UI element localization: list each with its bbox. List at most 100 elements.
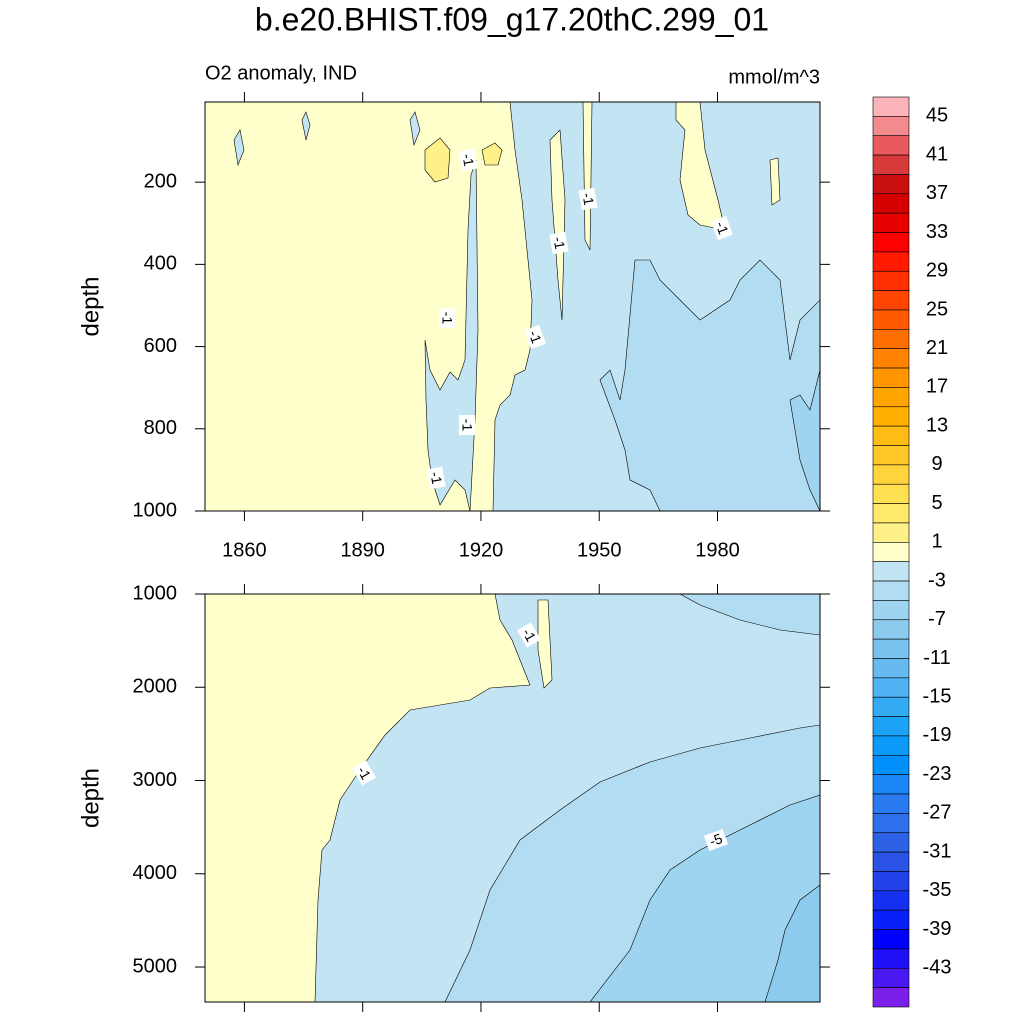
colorbar-label: -35 — [923, 879, 952, 901]
y-axis-label: depth — [77, 276, 104, 336]
y-tick-label: 200 — [144, 170, 177, 192]
contour-label-bg — [352, 760, 376, 786]
contour-fill — [424, 137, 451, 183]
colorbar-box — [872, 251, 910, 272]
colorbar-box — [872, 793, 910, 814]
contour-label: -1 — [458, 148, 478, 172]
y-axis-label: depth — [77, 768, 104, 828]
contour-label: -1 — [578, 187, 598, 211]
contour-fill — [675, 102, 726, 231]
colorbar-box — [872, 600, 910, 621]
colorbar-box — [872, 638, 910, 659]
colorbar-box — [872, 212, 910, 233]
colorbar-box — [872, 290, 910, 311]
colorbar-box — [872, 387, 910, 408]
colorbar-label: 41 — [926, 143, 948, 165]
contour-fill — [549, 129, 566, 321]
contour-label-bg — [426, 466, 446, 490]
contour-label-text: -1 — [526, 328, 545, 345]
contour-label: -5 — [703, 829, 729, 851]
contour-label: -1 — [524, 324, 546, 350]
colorbar-box — [872, 754, 910, 775]
contour-label-bg — [578, 187, 598, 211]
colorbar-label: -23 — [923, 763, 952, 785]
colorbar-box — [872, 329, 910, 350]
frame — [204, 593, 821, 1003]
contour-label-bg — [459, 415, 475, 435]
y-tick-label: 3000 — [133, 769, 178, 791]
contour-fill — [764, 884, 820, 1002]
contour-label: -1 — [426, 466, 446, 490]
colorbar-label: -15 — [923, 685, 952, 707]
colorbar-box — [872, 483, 910, 504]
colorbar-label: 17 — [926, 376, 948, 398]
colorbar-label: -3 — [928, 569, 946, 591]
contour-label: -1 — [459, 415, 475, 435]
colorbar-label: 9 — [931, 453, 942, 475]
plot-area: -1 -1 -1 -1 -1 -1 -1 -1 — [205, 102, 820, 511]
colorbar-box — [872, 522, 910, 543]
colorbar-label: 5 — [931, 492, 942, 514]
contour-label-text: -1 — [427, 470, 445, 485]
contour-label-text: -5 — [707, 830, 724, 849]
colorbar-box — [872, 348, 910, 369]
colorbar-label: 13 — [926, 414, 948, 436]
colorbar-box — [872, 677, 910, 698]
colorbar-box — [872, 774, 910, 795]
colorbar-box — [872, 561, 910, 582]
colorbar-box — [872, 696, 910, 717]
contour-fill — [589, 794, 820, 1002]
colorbar-box — [872, 135, 910, 156]
contour-label-bg — [711, 215, 733, 241]
colorbar-box — [872, 542, 910, 562]
colorbar-box — [872, 232, 910, 253]
contour-fill — [233, 129, 245, 167]
contour-fill — [301, 111, 311, 141]
colorbar-label: -43 — [923, 957, 952, 979]
colorbar-box — [872, 890, 910, 911]
colorbar-label: -7 — [928, 608, 946, 630]
y-tick-label: 1000 — [133, 582, 178, 604]
colorbar-box — [872, 174, 910, 195]
contour-label-bg — [458, 148, 478, 172]
x-tick-label: 1890 — [340, 539, 385, 561]
contour-label-text: -1 — [459, 419, 475, 432]
contour-label-text: -1 — [439, 312, 455, 325]
colorbar-box — [872, 716, 910, 737]
contour-fill — [537, 599, 553, 689]
contour-label: -1 — [549, 231, 569, 255]
colorbar-label: -27 — [923, 802, 952, 824]
colorbar-label: -39 — [923, 918, 952, 940]
title: b.e20.BHIST.f09_g17.20thC.299_01 — [255, 1, 769, 37]
plot-area: -1 -1 -5 — [205, 594, 820, 1002]
right-label: mmol/m^3 — [728, 66, 820, 88]
frame — [204, 101, 821, 512]
colorbar-label: 21 — [926, 337, 948, 359]
contour-label: -1 — [352, 760, 376, 786]
colorbar-box — [872, 309, 910, 330]
contour-fill — [679, 594, 820, 636]
colorbar-box — [872, 445, 910, 466]
colorbar-label: 33 — [926, 221, 948, 243]
colorbar-box — [872, 116, 910, 137]
contour-label: -1 — [517, 622, 541, 648]
y-tick-label: 400 — [144, 253, 177, 275]
x-tick-label: 1950 — [577, 539, 622, 561]
colorbar-box — [872, 948, 910, 969]
colorbar-box — [872, 871, 910, 892]
contour-fill — [769, 157, 781, 206]
colorbar-box — [872, 270, 910, 291]
colorbar-box — [872, 619, 910, 640]
colorbar-label: -19 — [923, 724, 952, 746]
y-tick-label: 5000 — [133, 955, 178, 977]
y-tick-label: 800 — [144, 417, 177, 439]
colorbar-box — [872, 406, 910, 427]
colorbar-box — [872, 464, 910, 485]
colorbar-label: 45 — [926, 105, 948, 127]
y-tick-label: 4000 — [133, 862, 178, 884]
colorbar-box — [872, 580, 910, 601]
colorbar-label: -11 — [923, 647, 950, 669]
colorbar-box — [872, 154, 910, 175]
colorbar-box — [872, 909, 910, 930]
